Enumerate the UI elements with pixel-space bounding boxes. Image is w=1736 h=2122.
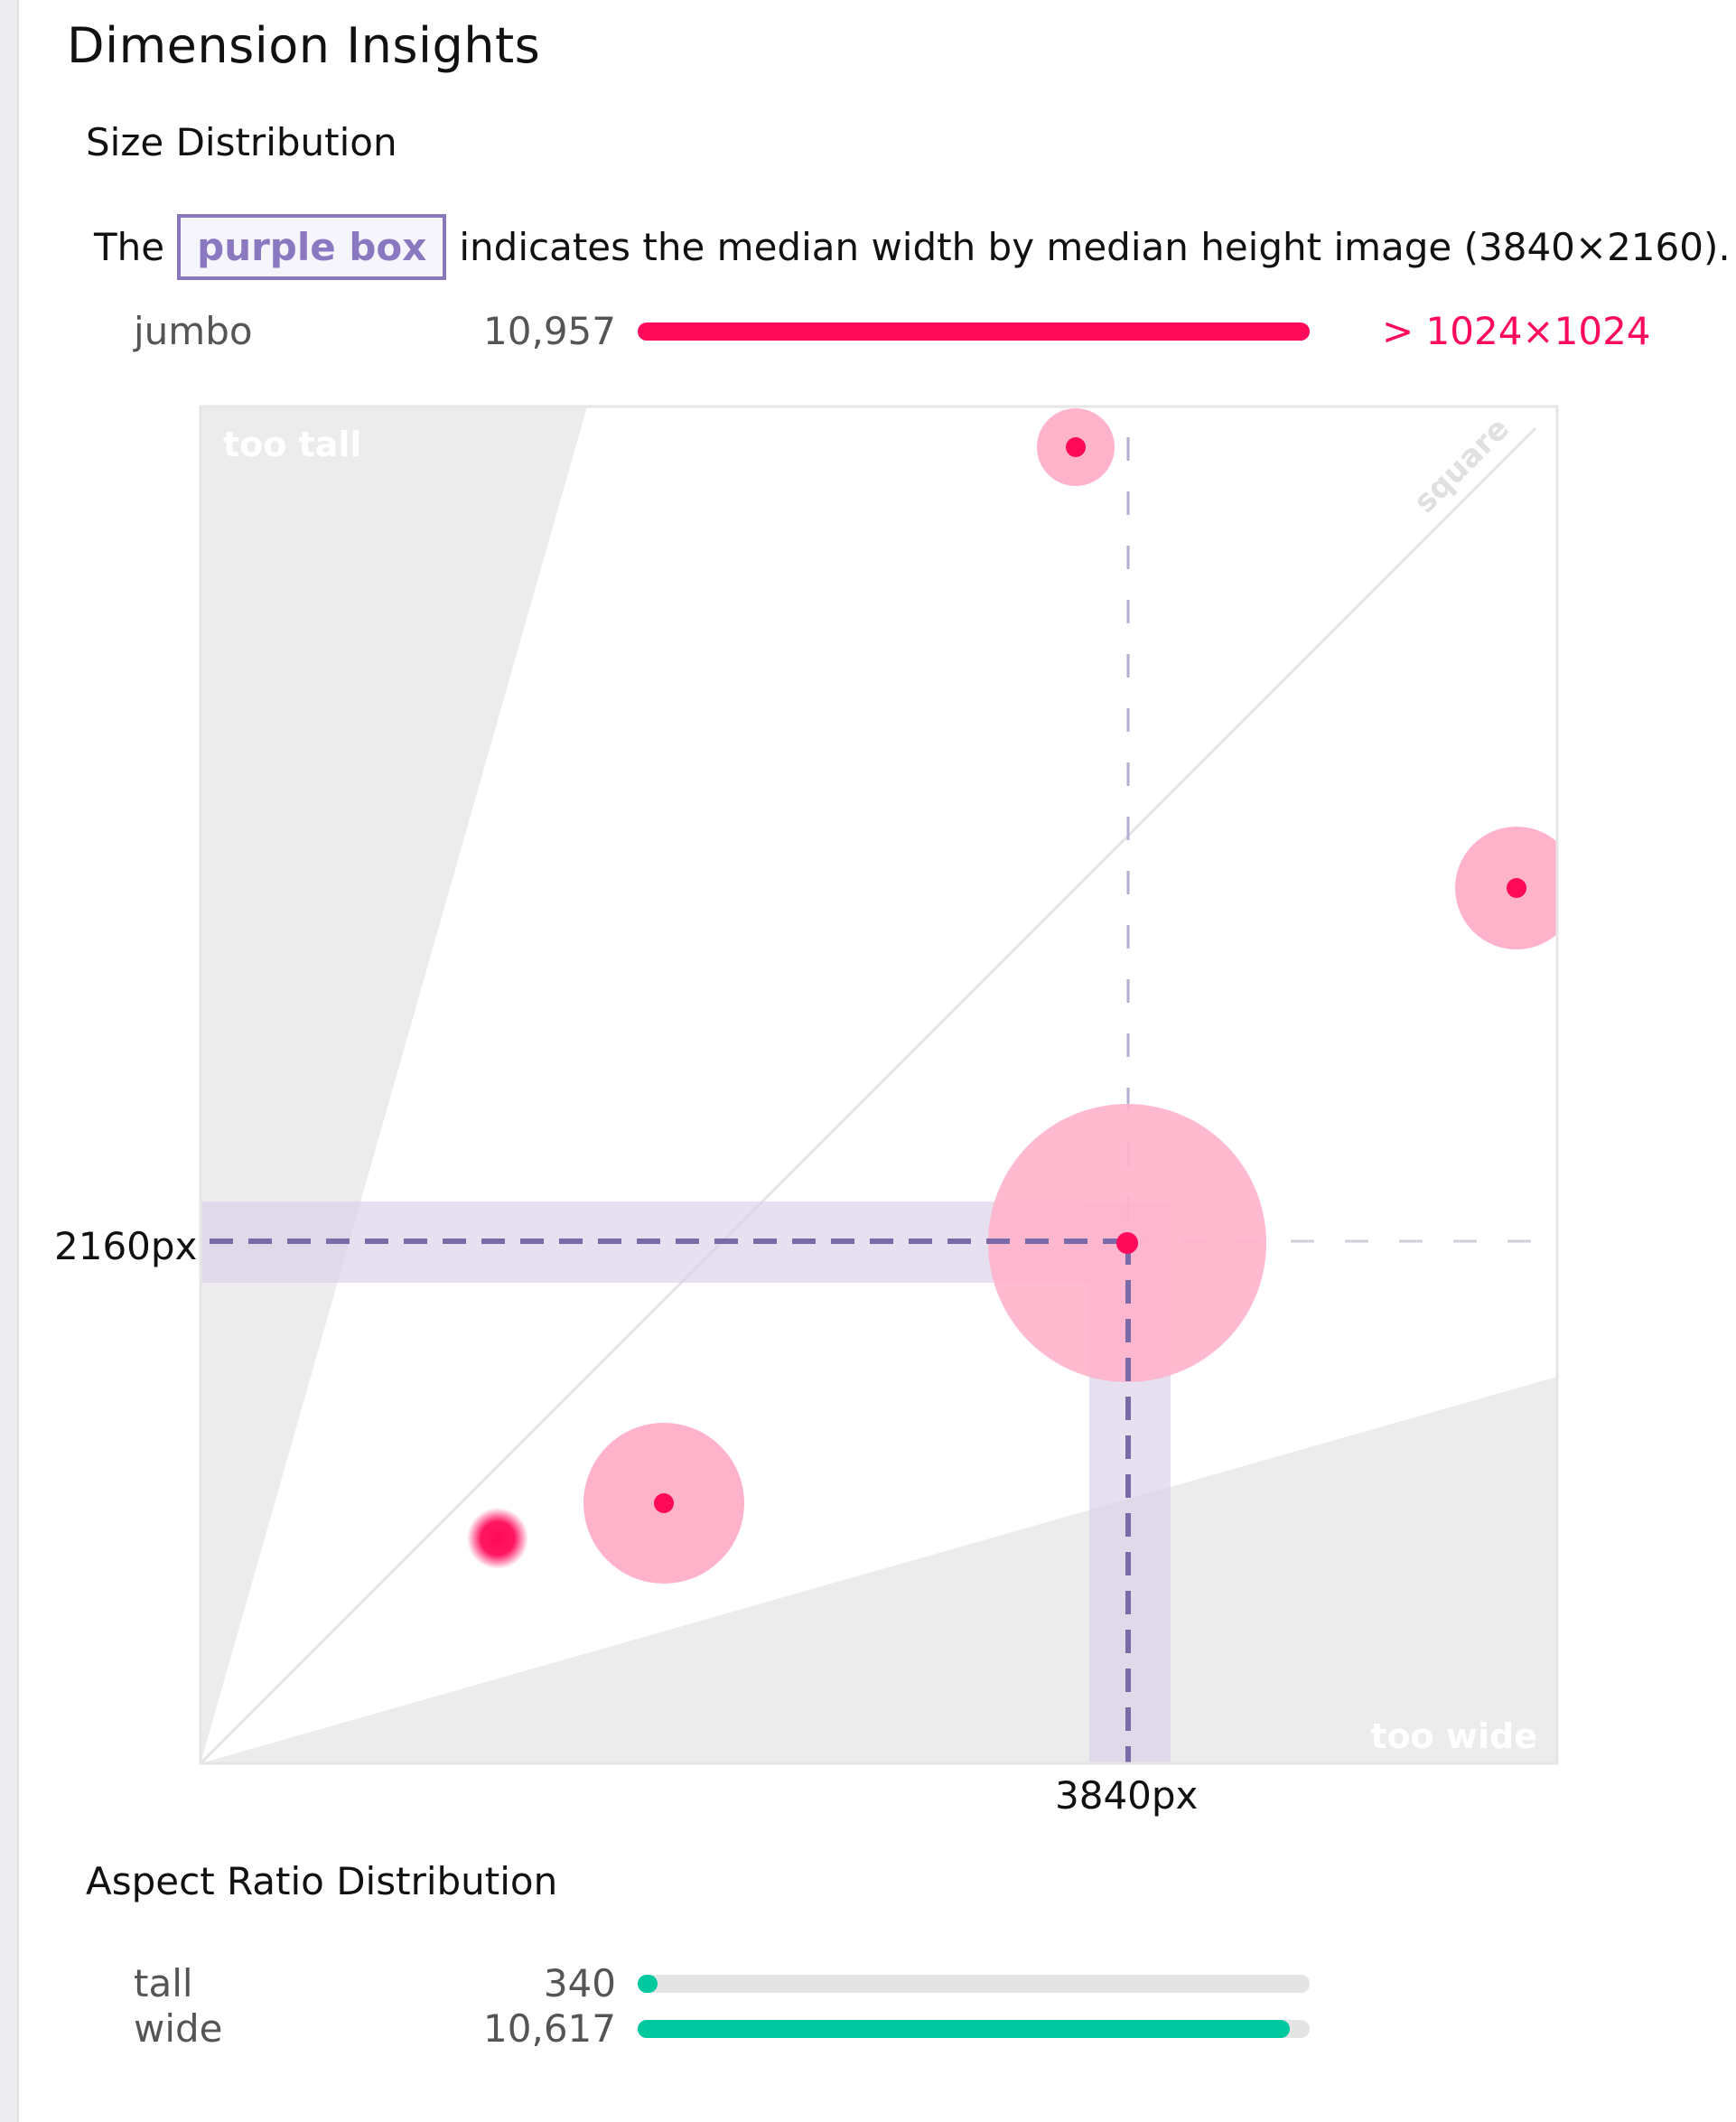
aspect-row-wide: wide 10,617 [0,2006,1736,2052]
tall-label: tall [134,1961,193,2005]
size-distribution-heading: Size Distribution [86,120,397,164]
too-wide-region [201,1377,1557,1763]
median-height-label: 2160px [54,1224,198,1268]
jumbo-threshold-note: > 1024×1024 [1382,309,1651,353]
plot-border [199,405,1559,1765]
description-suffix: indicates the median width by median hei… [459,224,1731,269]
data-point [1066,437,1086,457]
aspect-row-tall: tall 340 [0,1961,1736,2006]
page-title: Dimension Insights [67,17,541,74]
tall-bar-track [638,1975,1310,1993]
tall-bar-fill [638,1975,658,1993]
median-description: The purple box indicates the median widt… [94,210,1731,283]
wide-bar-fill [638,2020,1290,2038]
jumbo-row: jumbo 10,957 > 1024×1024 [0,309,1736,354]
purple-box-legend: purple box [177,213,447,280]
data-point [654,1493,674,1513]
jumbo-bar-fill [638,323,1310,341]
tall-count: 340 [543,1961,616,2005]
too-wide-label: too wide [1370,1716,1537,1756]
sidebar-edge [0,0,19,2122]
median-width-label: 3840px [1055,1773,1199,1818]
data-point [467,1508,528,1569]
too-tall-label: too tall [223,425,361,464]
aspect-ratio-heading: Aspect Ratio Distribution [86,1859,558,1903]
wide-bar-track [638,2020,1310,2038]
data-point [1116,1232,1138,1254]
square-diagonal [201,426,1537,1763]
data-point [1507,878,1526,898]
data-bubble [1455,827,1557,949]
wide-label: wide [134,2006,223,2051]
jumbo-bar-track [638,323,1310,341]
jumbo-label: jumbo [134,309,253,353]
jumbo-count: 10,957 [483,309,616,353]
description-prefix: The [94,224,165,269]
wide-count: 10,617 [483,2006,616,2051]
too-tall-region [201,407,587,1763]
